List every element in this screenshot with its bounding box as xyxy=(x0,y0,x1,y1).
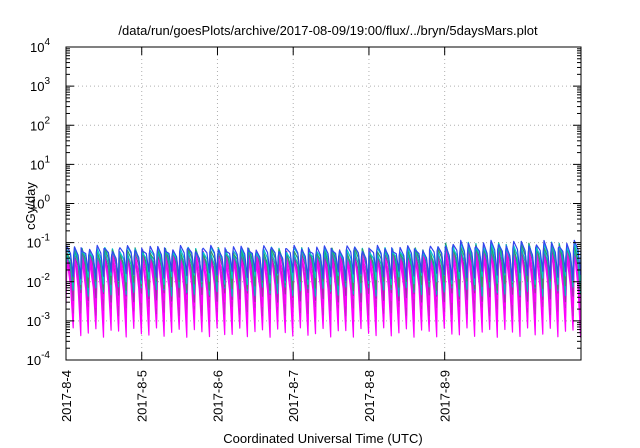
series-layer xyxy=(66,239,581,338)
y-tick-exponent: -2 xyxy=(41,272,50,283)
y-tick-base: 10 xyxy=(27,353,41,368)
y-tick-exponent: 4 xyxy=(44,37,50,48)
y-tick-exponent: 0 xyxy=(44,194,50,205)
series-line xyxy=(66,244,581,303)
chart-title: /data/run/goesPlots/archive/2017-08-09/1… xyxy=(118,23,538,38)
y-tick-base: 10 xyxy=(30,118,44,133)
x-axis-label: Coordinated Universal Time (UTC) xyxy=(223,431,422,446)
y-tick-exponent: -4 xyxy=(41,350,50,361)
series-line xyxy=(66,245,581,309)
y-axis-label: cGy/day xyxy=(23,182,38,230)
y-tick-base: 10 xyxy=(27,236,41,251)
y-tick-exponent: 1 xyxy=(44,154,50,165)
x-tick-label: 2017-8-7 xyxy=(286,370,301,422)
y-tick-label: 10-2 xyxy=(27,272,51,290)
x-axis: 2017-8-4 2017-8-5 2017-8-6 2017-8-7 2017-8-8… xyxy=(59,47,453,422)
y-tick-label: 10-4 xyxy=(27,350,51,368)
y-tick-label: 100 xyxy=(30,194,50,212)
y-tick-label: 102 xyxy=(30,115,50,133)
y-tick-exponent: 3 xyxy=(44,76,50,87)
y-tick-label: 10-3 xyxy=(27,311,51,329)
y-tick-exponent: -3 xyxy=(41,311,50,322)
y-tick-base: 10 xyxy=(30,79,44,94)
y-tick-label: 10-1 xyxy=(27,233,51,251)
y-tick-exponent: -1 xyxy=(41,233,50,244)
series-line xyxy=(66,239,581,282)
x-tick-label: 2017-8-5 xyxy=(135,370,150,422)
y-tick-label: 101 xyxy=(30,154,50,172)
y-tick-label: 104 xyxy=(30,37,50,55)
y-tick-label: 103 xyxy=(30,76,50,94)
x-tick-label: 2017-8-9 xyxy=(438,370,453,422)
y-tick-base: 10 xyxy=(30,197,44,212)
x-tick-label: 2017-8-4 xyxy=(59,370,74,422)
y-tick-exponent: 2 xyxy=(44,115,50,126)
y-tick-base: 10 xyxy=(30,40,44,55)
y-tick-base: 10 xyxy=(27,314,41,329)
x-tick-label: 2017-8-8 xyxy=(362,370,377,422)
y-tick-base: 10 xyxy=(27,275,41,290)
y-tick-base: 10 xyxy=(30,157,44,172)
x-tick-label: 2017-8-6 xyxy=(210,370,225,422)
